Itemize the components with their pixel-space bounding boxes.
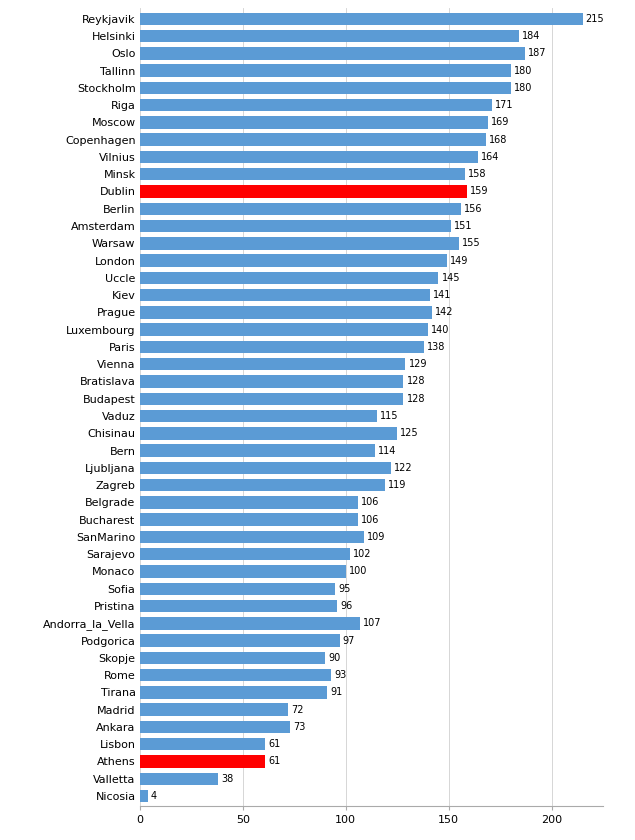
Bar — [140, 47, 525, 60]
Text: 119: 119 — [388, 480, 406, 490]
Bar — [140, 81, 511, 94]
Text: 61: 61 — [269, 739, 281, 749]
Text: 187: 187 — [528, 49, 547, 58]
Bar — [140, 565, 345, 578]
Bar — [140, 703, 288, 716]
Text: 171: 171 — [495, 100, 514, 110]
Bar — [140, 134, 486, 146]
Text: 72: 72 — [291, 705, 304, 715]
Text: 102: 102 — [353, 549, 371, 559]
Text: 73: 73 — [293, 722, 305, 732]
Bar — [140, 168, 465, 181]
Bar — [140, 202, 461, 215]
Bar — [140, 652, 325, 664]
Bar — [140, 220, 451, 232]
Bar — [140, 790, 148, 802]
Text: 164: 164 — [481, 152, 499, 162]
Text: 140: 140 — [431, 325, 450, 334]
Text: 107: 107 — [363, 618, 382, 628]
Bar — [140, 531, 364, 543]
Bar — [140, 462, 391, 474]
Bar — [140, 375, 403, 388]
Text: 180: 180 — [514, 83, 532, 93]
Bar — [140, 479, 385, 491]
Text: 149: 149 — [450, 255, 468, 265]
Bar — [140, 686, 327, 699]
Text: 169: 169 — [491, 118, 509, 128]
Bar — [140, 392, 403, 405]
Bar — [140, 755, 265, 768]
Bar — [140, 65, 511, 76]
Bar — [140, 186, 467, 197]
Text: 138: 138 — [427, 342, 446, 352]
Text: 106: 106 — [361, 497, 380, 507]
Bar — [140, 444, 375, 457]
Bar — [140, 721, 290, 733]
Text: 168: 168 — [489, 134, 507, 144]
Text: 93: 93 — [335, 670, 347, 680]
Bar — [140, 13, 583, 25]
Text: 115: 115 — [380, 411, 398, 421]
Text: 106: 106 — [361, 515, 380, 525]
Text: 155: 155 — [462, 239, 481, 249]
Text: 215: 215 — [585, 13, 605, 24]
Text: 141: 141 — [433, 290, 451, 300]
Bar — [140, 617, 360, 629]
Bar — [140, 427, 398, 439]
Text: 4: 4 — [151, 791, 157, 801]
Bar — [140, 548, 350, 560]
Text: 128: 128 — [406, 394, 425, 404]
Bar — [140, 289, 430, 302]
Text: 180: 180 — [514, 66, 532, 76]
Text: 109: 109 — [368, 532, 385, 542]
Bar — [140, 99, 492, 112]
Text: 145: 145 — [441, 273, 460, 283]
Text: 96: 96 — [340, 601, 353, 611]
Bar — [140, 669, 331, 681]
Bar — [140, 237, 459, 249]
Text: 158: 158 — [468, 169, 487, 179]
Text: 91: 91 — [330, 687, 342, 697]
Bar — [140, 410, 377, 423]
Bar — [140, 341, 424, 353]
Text: 128: 128 — [406, 376, 425, 386]
Bar — [140, 255, 446, 267]
Text: 129: 129 — [408, 360, 427, 370]
Bar — [140, 29, 519, 42]
Text: 142: 142 — [436, 307, 454, 318]
Bar — [140, 358, 406, 370]
Text: 122: 122 — [394, 463, 413, 473]
Bar — [140, 513, 358, 526]
Text: 97: 97 — [343, 636, 355, 646]
Bar — [140, 307, 432, 318]
Text: 90: 90 — [328, 653, 340, 663]
Bar — [140, 150, 478, 163]
Text: 95: 95 — [338, 584, 351, 594]
Bar — [140, 116, 488, 129]
Bar — [140, 600, 337, 612]
Text: 61: 61 — [269, 757, 281, 766]
Text: 184: 184 — [522, 31, 540, 41]
Text: 159: 159 — [471, 186, 489, 197]
Text: 114: 114 — [378, 445, 396, 455]
Bar — [140, 496, 358, 508]
Bar — [140, 738, 265, 750]
Bar — [140, 583, 335, 595]
Text: 156: 156 — [464, 204, 483, 213]
Text: 151: 151 — [454, 221, 472, 231]
Bar — [140, 773, 218, 785]
Text: 100: 100 — [349, 566, 367, 576]
Bar — [140, 323, 428, 336]
Bar — [140, 271, 438, 284]
Text: 125: 125 — [400, 428, 419, 438]
Bar — [140, 634, 340, 647]
Text: 38: 38 — [221, 774, 233, 784]
